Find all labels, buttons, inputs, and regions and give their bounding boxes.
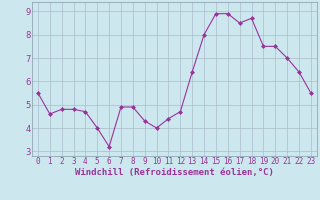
X-axis label: Windchill (Refroidissement éolien,°C): Windchill (Refroidissement éolien,°C) xyxy=(75,168,274,177)
